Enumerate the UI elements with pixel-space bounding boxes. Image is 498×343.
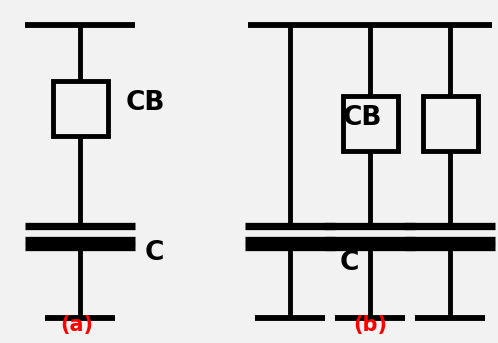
Text: (b): (b) [353,315,387,335]
Bar [52,81,108,135]
Text: CB: CB [125,90,165,116]
Text: (a): (a) [60,315,93,335]
Bar [422,95,478,151]
Text: CB: CB [343,105,382,131]
Bar [343,95,397,151]
Text: C: C [145,240,164,266]
Text: C: C [340,250,360,276]
